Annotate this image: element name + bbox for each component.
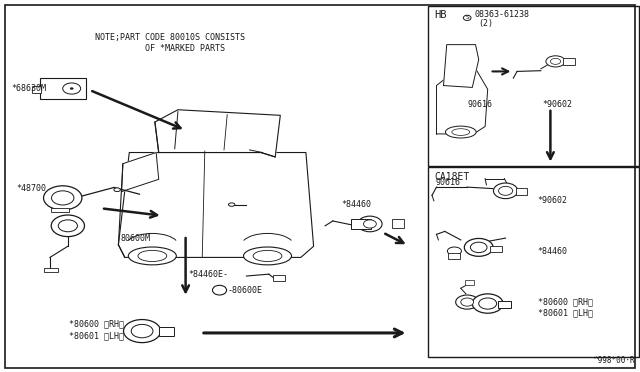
Ellipse shape	[114, 188, 120, 192]
Text: *80601 〈LH〉: *80601 〈LH〉	[538, 309, 593, 318]
Bar	[428, 167, 639, 357]
Ellipse shape	[124, 320, 161, 343]
Ellipse shape	[456, 295, 479, 309]
Ellipse shape	[479, 298, 497, 309]
Ellipse shape	[44, 186, 82, 210]
Ellipse shape	[463, 15, 471, 20]
Bar	[563, 58, 575, 65]
Ellipse shape	[128, 247, 177, 265]
Text: (2): (2)	[479, 19, 493, 28]
Text: S: S	[465, 15, 469, 20]
Bar	[490, 246, 502, 252]
Bar	[392, 219, 404, 228]
Text: -80600E: -80600E	[228, 286, 263, 295]
Bar	[32, 86, 41, 93]
Text: CA18ET: CA18ET	[434, 172, 469, 182]
Bar	[159, 327, 174, 336]
Text: *84460: *84460	[342, 200, 372, 209]
Bar	[465, 280, 474, 285]
Text: *80601 〈LH〉: *80601 〈LH〉	[69, 331, 124, 340]
Text: 90616: 90616	[435, 178, 460, 187]
Ellipse shape	[51, 191, 74, 205]
Ellipse shape	[228, 203, 235, 206]
Text: ^998*00·R: ^998*00·R	[593, 356, 635, 365]
Text: NOTE;PART CODE 80010S CONSISTS: NOTE;PART CODE 80010S CONSISTS	[95, 33, 244, 42]
Ellipse shape	[550, 58, 561, 64]
Bar	[51, 208, 69, 212]
Text: 08363-61238: 08363-61238	[475, 10, 530, 19]
Bar	[351, 219, 371, 229]
Polygon shape	[122, 153, 159, 192]
Polygon shape	[436, 69, 488, 134]
Text: *84460E-: *84460E-	[189, 270, 229, 279]
Ellipse shape	[546, 56, 565, 67]
Bar	[273, 275, 285, 281]
Text: *90602: *90602	[538, 196, 568, 205]
Text: 90616: 90616	[467, 100, 492, 109]
Ellipse shape	[445, 126, 476, 138]
Ellipse shape	[243, 247, 292, 265]
Polygon shape	[118, 153, 314, 257]
Ellipse shape	[472, 294, 503, 313]
Bar	[498, 301, 511, 308]
Ellipse shape	[452, 129, 470, 135]
Bar	[428, 6, 639, 166]
Ellipse shape	[465, 238, 493, 256]
Ellipse shape	[447, 247, 461, 255]
Polygon shape	[444, 45, 479, 87]
Ellipse shape	[461, 298, 474, 306]
Text: *84460: *84460	[538, 247, 568, 256]
Ellipse shape	[70, 88, 73, 90]
Ellipse shape	[358, 216, 382, 232]
Text: 80600M: 80600M	[120, 234, 150, 243]
Bar	[448, 253, 460, 259]
Ellipse shape	[131, 324, 153, 338]
Text: *68630M: *68630M	[12, 84, 47, 93]
Text: *48700: *48700	[16, 185, 46, 193]
Bar	[44, 268, 58, 272]
Text: HB: HB	[434, 10, 447, 20]
Text: OF *MARKED PARTS: OF *MARKED PARTS	[115, 44, 225, 53]
Ellipse shape	[63, 83, 81, 94]
Bar	[40, 78, 86, 99]
Ellipse shape	[470, 242, 487, 253]
Ellipse shape	[212, 285, 227, 295]
Bar	[516, 188, 527, 195]
Text: *80600 〈RH〉: *80600 〈RH〉	[69, 319, 124, 328]
Text: *90602: *90602	[543, 100, 573, 109]
Ellipse shape	[364, 220, 376, 228]
Ellipse shape	[51, 215, 84, 237]
Ellipse shape	[253, 250, 282, 262]
Polygon shape	[155, 110, 280, 157]
Ellipse shape	[138, 250, 166, 262]
Ellipse shape	[493, 183, 518, 199]
Ellipse shape	[499, 186, 513, 195]
Ellipse shape	[58, 220, 77, 232]
Text: *80600 〈RH〉: *80600 〈RH〉	[538, 298, 593, 307]
